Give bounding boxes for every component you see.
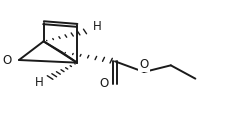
Text: H: H xyxy=(35,76,43,89)
Text: O: O xyxy=(139,58,148,71)
Text: O: O xyxy=(99,78,108,90)
Text: H: H xyxy=(92,20,101,33)
Text: O: O xyxy=(2,53,11,67)
